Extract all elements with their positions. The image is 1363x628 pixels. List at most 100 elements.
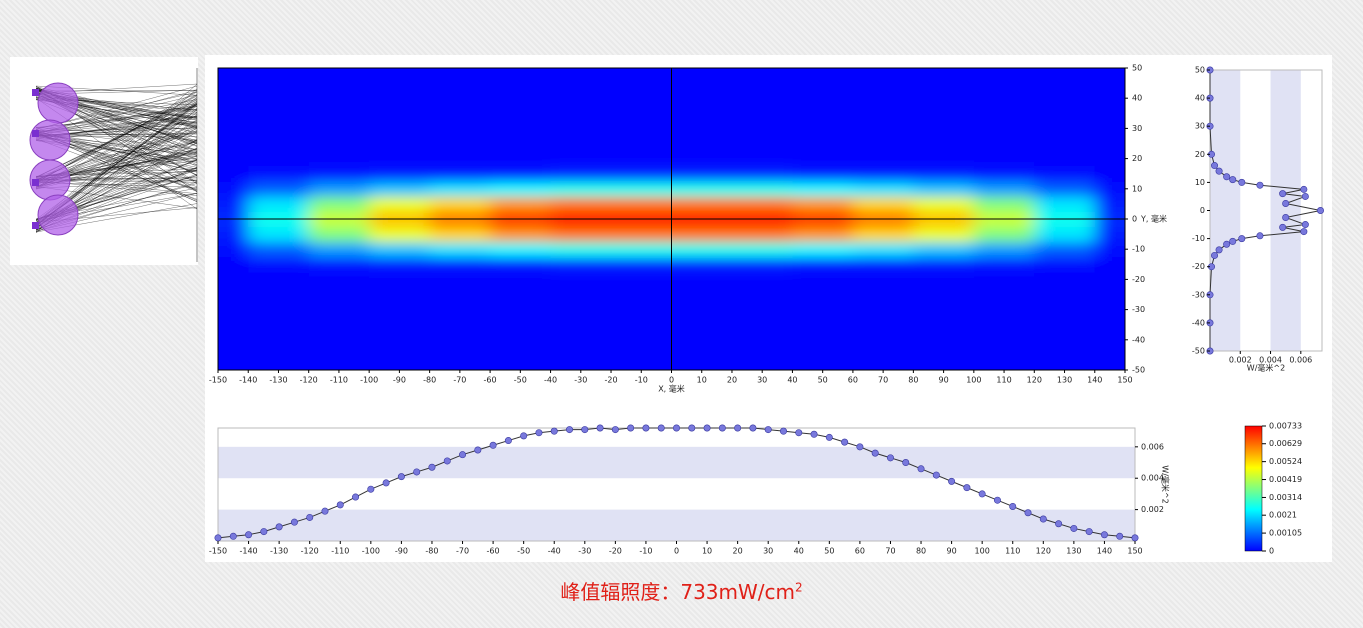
heatmap-cell bbox=[218, 181, 249, 197]
y-axis-label: W/毫米^2 bbox=[1161, 465, 1171, 503]
profile-point bbox=[1229, 176, 1237, 184]
heatmap-cell bbox=[369, 181, 431, 197]
heatmap-cell bbox=[550, 196, 612, 212]
colorbar-tick-label: 0.00733 bbox=[1269, 422, 1302, 431]
led bbox=[32, 89, 39, 96]
profile-point bbox=[1100, 531, 1108, 539]
colorbar-tick-label: 0.00314 bbox=[1269, 493, 1302, 502]
x-tick-label: 20 bbox=[733, 547, 743, 556]
profile-point bbox=[413, 468, 421, 476]
heatmap-cell bbox=[308, 241, 370, 258]
heatmap-cell bbox=[369, 256, 431, 273]
profile-point bbox=[1116, 532, 1124, 540]
y-tick-label: 40 bbox=[1195, 94, 1205, 103]
x-tick-label: -50 bbox=[517, 547, 530, 556]
profile-point bbox=[978, 490, 986, 498]
x-tick-label: 40 bbox=[787, 376, 797, 385]
heatmap-cell bbox=[731, 226, 793, 243]
x-tick-label: 120 bbox=[1027, 376, 1042, 385]
x-tick-label: 40 bbox=[794, 547, 804, 556]
x-tick-label: -20 bbox=[609, 547, 622, 556]
profile-point bbox=[795, 429, 803, 437]
profile-point bbox=[382, 479, 390, 487]
profile-point bbox=[1009, 502, 1017, 510]
x-tick-label: 50 bbox=[818, 376, 828, 385]
x-tick-label: 90 bbox=[947, 547, 957, 556]
x-tick-label: 120 bbox=[1036, 547, 1051, 556]
profile-point bbox=[290, 518, 298, 526]
x-tick-label: -110 bbox=[331, 547, 349, 556]
band bbox=[218, 509, 1135, 541]
x-tick-label: 0.006 bbox=[1289, 356, 1312, 365]
x-tick-label: -70 bbox=[453, 376, 466, 385]
heatmap-cell bbox=[973, 226, 1035, 243]
heatmap-cell bbox=[913, 181, 975, 197]
heatmap-cell bbox=[792, 181, 854, 197]
x-tick-label: -130 bbox=[269, 376, 287, 385]
profile-point bbox=[841, 438, 849, 446]
heatmap-cell bbox=[248, 166, 310, 182]
profile-point bbox=[306, 513, 314, 521]
profile-point bbox=[825, 433, 833, 441]
heatmap-cell bbox=[973, 256, 1035, 273]
x-tick-label: -90 bbox=[395, 547, 408, 556]
heatmap-cell bbox=[248, 181, 310, 197]
lens bbox=[37, 82, 79, 124]
y-tick-label: -50 bbox=[1192, 347, 1205, 356]
x-tick-label: 30 bbox=[757, 376, 767, 385]
heatmap-cell bbox=[913, 196, 975, 212]
x-tick-label: -40 bbox=[544, 376, 557, 385]
profile-point bbox=[1256, 232, 1264, 240]
colorbar-tick-label: 0.0021 bbox=[1269, 511, 1297, 520]
profile-point bbox=[566, 426, 574, 434]
profile-point bbox=[260, 528, 268, 536]
profile-point bbox=[718, 424, 726, 432]
heatmap-cell bbox=[852, 241, 914, 258]
colorbar-tick-label: 0.00419 bbox=[1269, 475, 1302, 484]
led bbox=[32, 130, 39, 137]
profile-point bbox=[779, 427, 787, 435]
profile-point bbox=[1131, 534, 1139, 542]
y-tick-label: -30 bbox=[1192, 290, 1205, 299]
heatmap-cell bbox=[852, 166, 914, 182]
heatmap-cell bbox=[308, 181, 370, 197]
x-axis-label: X, 毫米 bbox=[658, 384, 685, 394]
heatmap-cell bbox=[550, 181, 612, 197]
profile-point bbox=[1301, 192, 1309, 200]
heatmap-cell bbox=[1034, 196, 1096, 212]
profile-point bbox=[1055, 520, 1063, 528]
y-tick-label: -40 bbox=[1192, 318, 1205, 327]
profile-point bbox=[581, 426, 589, 434]
x-tick-label: -140 bbox=[239, 376, 257, 385]
x-tick-label: -60 bbox=[487, 547, 500, 556]
x-tick-label: 150 bbox=[1117, 376, 1132, 385]
x-tick-label: 0 bbox=[669, 376, 674, 385]
heatmap-cell bbox=[308, 196, 370, 212]
x-tick-label: 20 bbox=[727, 376, 737, 385]
profile-point bbox=[229, 532, 237, 540]
heatmap-cell bbox=[731, 241, 793, 258]
colorbar-tick-label: 0.00524 bbox=[1269, 457, 1302, 466]
x-tick-label: -120 bbox=[300, 376, 318, 385]
x-tick-label: 50 bbox=[824, 547, 834, 556]
x-axis-label: W/毫米^2 bbox=[1247, 363, 1285, 373]
profile-point bbox=[1316, 207, 1324, 215]
profile-point bbox=[764, 426, 772, 434]
heatmap-cell bbox=[248, 241, 310, 258]
x-tick-label: -40 bbox=[548, 547, 561, 556]
heatmap-cell bbox=[731, 181, 793, 197]
x-tick-label: -90 bbox=[393, 376, 406, 385]
heatmap-cell bbox=[611, 241, 672, 258]
x-tick-label: -30 bbox=[574, 376, 587, 385]
profile-point bbox=[1229, 237, 1237, 245]
heatmap-cell bbox=[369, 241, 431, 258]
heatmap-cell bbox=[611, 256, 672, 273]
profile-point bbox=[459, 451, 467, 459]
heatmap-cell bbox=[731, 166, 793, 182]
heatmap-cell bbox=[913, 226, 975, 243]
x-tick-label: 0.002 bbox=[1229, 356, 1252, 365]
colorbar-tick-label: 0.00105 bbox=[1269, 529, 1302, 538]
x-tick-label: 110 bbox=[1005, 547, 1020, 556]
x-tick-label: -140 bbox=[239, 547, 257, 556]
band bbox=[1270, 70, 1301, 351]
